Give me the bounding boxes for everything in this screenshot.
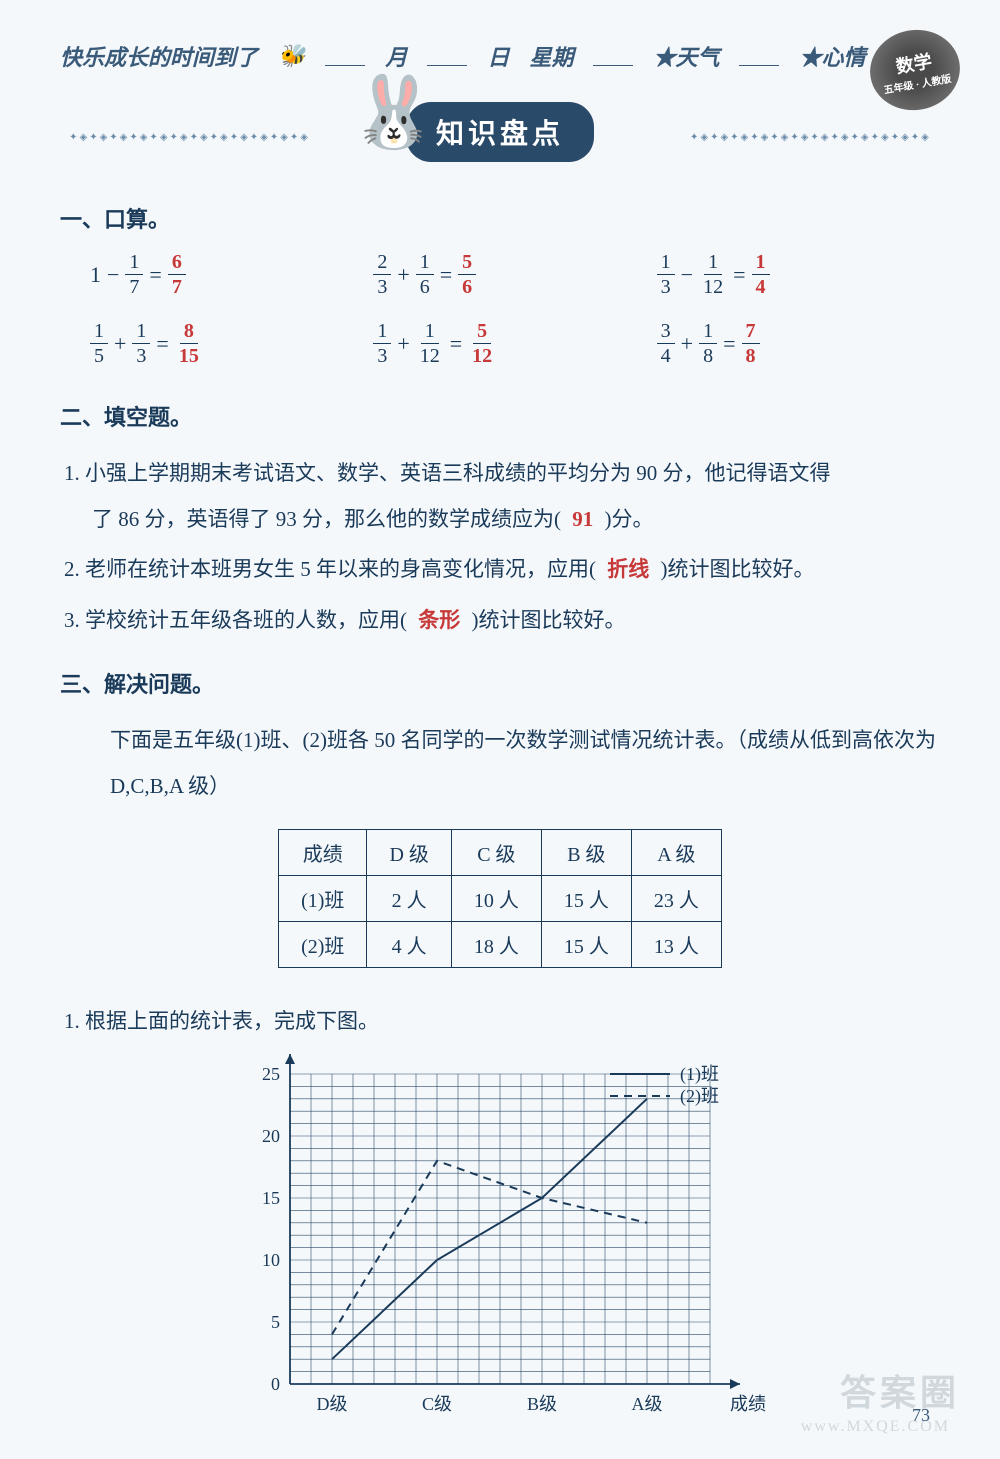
fraction: 13 — [132, 321, 150, 366]
eq: = — [733, 262, 745, 288]
watermark: 答案圈 — [840, 1364, 960, 1416]
svg-text:10: 10 — [262, 1250, 280, 1270]
header-bar: 快乐成长的时间到了 🐝 月 日 星期 ★天气 ★心情 — [60, 40, 940, 72]
op: + — [397, 262, 409, 288]
title-section: ✦◈✦◈✦◈✦◈✦◈✦◈✦◈✦◈✦◈✦◈✦◈✦◈ 🐰 知识盘点 ✦◈✦◈✦◈✦◈… — [60, 102, 940, 162]
svg-text:15: 15 — [262, 1188, 280, 1208]
fraction: 112 — [699, 252, 727, 297]
calc-item: 15 + 13 = 815 — [90, 321, 343, 366]
bee-icon: 🐝 — [278, 43, 305, 69]
fraction: 112 — [416, 321, 444, 366]
watermark-sub: www.MXQE.COM — [801, 1418, 950, 1436]
svg-text:A级: A级 — [632, 1394, 663, 1414]
calc-item: 23 + 16 = 56 — [373, 252, 626, 297]
solve-intro: 下面是五年级(1)班、(2)班各 50 名同学的一次数学测试情况统计表。（成绩从… — [60, 717, 940, 809]
table-header-row: 成绩 D 级 C 级 B 级 A 级 — [279, 830, 722, 876]
th: C 级 — [451, 830, 541, 876]
op: − — [681, 262, 693, 288]
op: + — [114, 331, 126, 357]
svg-text:C级: C级 — [422, 1394, 452, 1414]
whole: 1 — [90, 262, 101, 288]
section1-heading: 一、口算。 — [60, 202, 940, 234]
table-row: (2)班 4 人 18 人 15 人 13 人 — [279, 922, 722, 968]
day-blank — [427, 46, 467, 66]
fill-list: 1. 小强上学期期末考试语文、数学、英语三科成绩的平均分为 90 分，他记得语文… — [60, 450, 940, 643]
fraction: 16 — [416, 252, 434, 297]
mood-label: ★心情 — [799, 40, 865, 72]
calc-item: 13 + 112 = 512 — [373, 321, 626, 366]
fraction: 17 — [125, 252, 143, 297]
svg-text:20: 20 — [262, 1126, 280, 1146]
fraction: 23 — [373, 252, 391, 297]
weekday-blank — [593, 46, 633, 66]
fraction: 18 — [699, 321, 717, 366]
month-blank — [325, 46, 365, 66]
answer: 56 — [458, 252, 476, 297]
op: + — [397, 331, 409, 357]
svg-text:(1)班: (1)班 — [680, 1064, 719, 1085]
fraction: 13 — [373, 321, 391, 366]
header-text: 快乐成长的时间到了 — [60, 40, 258, 72]
weather-blank — [739, 46, 779, 66]
q3-answer: 条形 — [412, 608, 466, 632]
eq: = — [149, 262, 161, 288]
answer: 78 — [742, 321, 760, 366]
svg-text:D级: D级 — [317, 1394, 348, 1414]
weather-label: ★天气 — [653, 40, 719, 72]
th: D 级 — [367, 830, 451, 876]
calc-item: 34 + 18 = 78 — [657, 321, 910, 366]
day-label: 日 — [487, 40, 509, 72]
section3-heading: 三、解决问题。 — [60, 667, 940, 699]
fill-q1: 1. 小强上学期期末考试语文、数学、英语三科成绩的平均分为 90 分，他记得语文… — [64, 450, 940, 542]
fill-q3: 3. 学校统计五年级各班的人数，应用( 条形 )统计图比较好。 — [64, 597, 940, 643]
calc-grid: 1 − 17 = 67 23 + 16 = 56 13 − 112 = 14 1… — [60, 252, 940, 376]
chart-svg: 0510152025D级C级B级A级人数成绩(1)班(2)班 — [220, 1054, 780, 1454]
month-label: 月 — [385, 40, 407, 72]
line-chart: 0510152025D级C级B级A级人数成绩(1)班(2)班 — [220, 1054, 780, 1454]
eq: = — [156, 331, 168, 357]
fraction: 13 — [657, 252, 675, 297]
svg-text:(2)班: (2)班 — [680, 1086, 719, 1107]
th: 成绩 — [279, 830, 367, 876]
fraction: 34 — [657, 321, 675, 366]
svg-text:5: 5 — [271, 1312, 280, 1332]
op: − — [107, 262, 119, 288]
eq: = — [723, 331, 735, 357]
answer: 512 — [468, 321, 496, 366]
bunny-icon: 🐰 — [350, 72, 437, 154]
svg-text:成绩: 成绩 — [730, 1394, 766, 1414]
calc-item: 13 − 112 = 14 — [657, 252, 910, 297]
answer: 14 — [752, 252, 770, 297]
th: A 级 — [631, 830, 721, 876]
svg-text:B级: B级 — [527, 1394, 557, 1414]
answer: 67 — [168, 252, 186, 297]
calc-item: 1 − 17 = 67 — [90, 252, 343, 297]
op: + — [681, 331, 693, 357]
q2-answer: 折线 — [601, 557, 655, 581]
fraction: 15 — [90, 321, 108, 366]
section2-heading: 二、填空题。 — [60, 400, 940, 432]
q1-answer: 91 — [566, 507, 599, 531]
grade-table: 成绩 D 级 C 级 B 级 A 级 (1)班 2 人 10 人 15 人 23… — [278, 829, 722, 968]
deco-left: ✦◈✦◈✦◈✦◈✦◈✦◈✦◈✦◈✦◈✦◈✦◈✦◈ — [60, 132, 310, 143]
deco-right: ✦◈✦◈✦◈✦◈✦◈✦◈✦◈✦◈✦◈✦◈✦◈✦◈ — [690, 132, 940, 143]
answer: 815 — [175, 321, 203, 366]
th: B 级 — [541, 830, 631, 876]
weekday-label: 星期 — [529, 40, 573, 72]
eq: = — [450, 331, 462, 357]
eq: = — [440, 262, 452, 288]
table-row: (1)班 2 人 10 人 15 人 23 人 — [279, 876, 722, 922]
svg-text:25: 25 — [262, 1064, 280, 1084]
chart-task: 1. 根据上面的统计表，完成下图。 — [60, 998, 940, 1044]
svg-text:0: 0 — [271, 1374, 280, 1394]
fill-q2: 2. 老师在统计本班男女生 5 年以来的身高变化情况，应用( 折线 )统计图比较… — [64, 546, 940, 592]
